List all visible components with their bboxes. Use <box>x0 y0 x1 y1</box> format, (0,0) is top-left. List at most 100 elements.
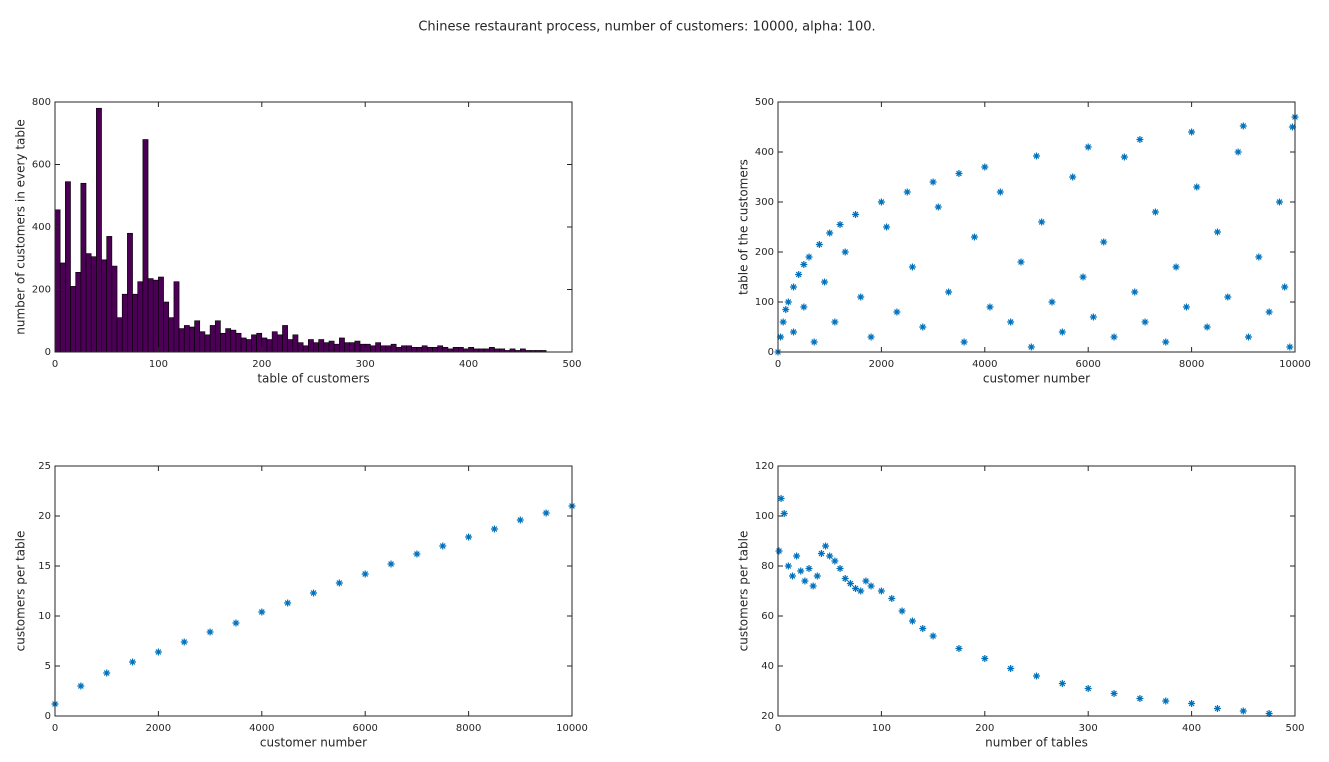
histogram-bar <box>142 139 149 353</box>
scatter-marker <box>387 560 395 568</box>
histogram-bar <box>390 343 397 353</box>
histogram-bar <box>359 343 366 353</box>
scatter-marker <box>465 533 473 541</box>
y-axis-label: customers per table <box>737 531 751 652</box>
y-tick-label: 0 <box>45 711 51 722</box>
scatter-marker <box>793 552 801 560</box>
scatter-marker <box>817 550 825 557</box>
y-tick-label: 200 <box>755 247 774 258</box>
histogram-bar <box>287 339 294 353</box>
histogram-bar <box>488 347 495 353</box>
scatter-marker <box>180 638 188 646</box>
x-axis-label: customer number <box>983 372 1090 386</box>
histogram-bar <box>406 345 413 353</box>
histogram-bar <box>370 345 376 353</box>
scatter-marker <box>795 271 803 278</box>
scatter-marker <box>877 587 885 595</box>
scatter-marker <box>846 580 854 587</box>
scatter-marker <box>841 575 849 582</box>
histogram-bar <box>256 332 263 353</box>
scatter-marker <box>1224 293 1232 301</box>
scatter-marker <box>898 607 906 615</box>
histogram-bar <box>313 342 319 353</box>
scatter-marker <box>1162 697 1170 705</box>
scatter-marker <box>1275 198 1283 206</box>
histogram-bar <box>457 347 464 353</box>
histogram-bar <box>261 337 268 353</box>
scatter-marker <box>1069 173 1077 181</box>
scatter-marker <box>929 178 937 186</box>
histogram-bar <box>158 276 164 353</box>
scatter-marker <box>780 510 788 517</box>
scatter-marker <box>1265 710 1273 717</box>
histogram-bar <box>96 107 102 353</box>
scatter-marker <box>413 550 421 558</box>
x-tick-label: 6000 <box>1075 359 1100 370</box>
scatter-marker <box>129 658 137 666</box>
histogram-bar <box>199 331 206 353</box>
histogram-bar <box>147 278 154 353</box>
histogram-bar <box>116 317 123 353</box>
histogram-bar <box>132 293 139 353</box>
scatter-marker <box>782 306 790 313</box>
scatter-marker <box>852 585 860 592</box>
histogram-bar <box>225 328 232 353</box>
scatter-marker <box>831 318 839 326</box>
axes-background <box>778 102 1295 352</box>
scatter-marker <box>258 608 266 616</box>
x-tick-label: 2000 <box>146 723 171 734</box>
scatter-marker <box>1131 288 1139 296</box>
histogram-bar <box>173 281 180 353</box>
histogram-bar <box>106 236 113 353</box>
histogram-bar <box>442 347 449 353</box>
y-tick-label: 600 <box>32 160 51 171</box>
x-tick-label: 200 <box>975 723 994 734</box>
scatter-marker <box>335 579 343 587</box>
histogram-bar <box>127 232 133 353</box>
axes-box <box>777 465 1296 717</box>
y-tick-label: 20 <box>761 711 774 722</box>
scatter-marker <box>822 542 830 550</box>
scatter-marker <box>1281 283 1289 291</box>
x-tick-label: 10000 <box>556 723 588 734</box>
scatter-marker <box>867 333 875 341</box>
scatter-marker <box>206 628 214 636</box>
scatter-marker <box>1162 338 1170 346</box>
histogram-bar <box>328 340 335 353</box>
scatter-marker <box>1288 123 1296 131</box>
histogram-bar <box>308 339 314 353</box>
scatter-marker <box>784 298 792 306</box>
scatter-marker <box>805 565 813 572</box>
scatter-marker <box>821 278 829 286</box>
histogram-bar <box>271 331 278 353</box>
x-tick-label: 200 <box>252 359 271 370</box>
y-tick-label: 40 <box>761 661 774 672</box>
scatter-marker <box>815 241 823 248</box>
y-tick-label: 15 <box>38 561 51 572</box>
histogram-bar <box>137 281 144 353</box>
histogram-bar <box>297 342 304 353</box>
scatter-marker <box>1239 707 1247 715</box>
scatter-marker <box>779 318 787 326</box>
scatter-marker <box>1084 685 1092 692</box>
x-tick-label: 4000 <box>972 359 997 370</box>
x-tick-label: 4000 <box>249 723 274 734</box>
scatter-marker <box>361 570 369 578</box>
axes-box <box>54 465 573 717</box>
scatter-marker <box>955 645 963 652</box>
scatter-marker <box>1239 122 1247 130</box>
x-tick-label: 500 <box>1285 723 1304 734</box>
scatter-marker <box>797 567 805 575</box>
figure-title: Chinese restaurant process, number of cu… <box>418 20 875 35</box>
scatter-marker <box>1017 258 1025 266</box>
x-tick-label: 500 <box>562 359 581 370</box>
histogram-bar <box>416 347 423 353</box>
histogram-bar <box>214 320 221 353</box>
scatter-marker <box>883 223 891 231</box>
x-axis-label: customer number <box>260 736 367 750</box>
scatter-marker <box>981 655 989 662</box>
histogram-bar <box>411 347 418 353</box>
scatter-marker <box>777 495 785 502</box>
scatter-marker <box>919 323 927 331</box>
scatter-marker <box>1027 343 1035 351</box>
